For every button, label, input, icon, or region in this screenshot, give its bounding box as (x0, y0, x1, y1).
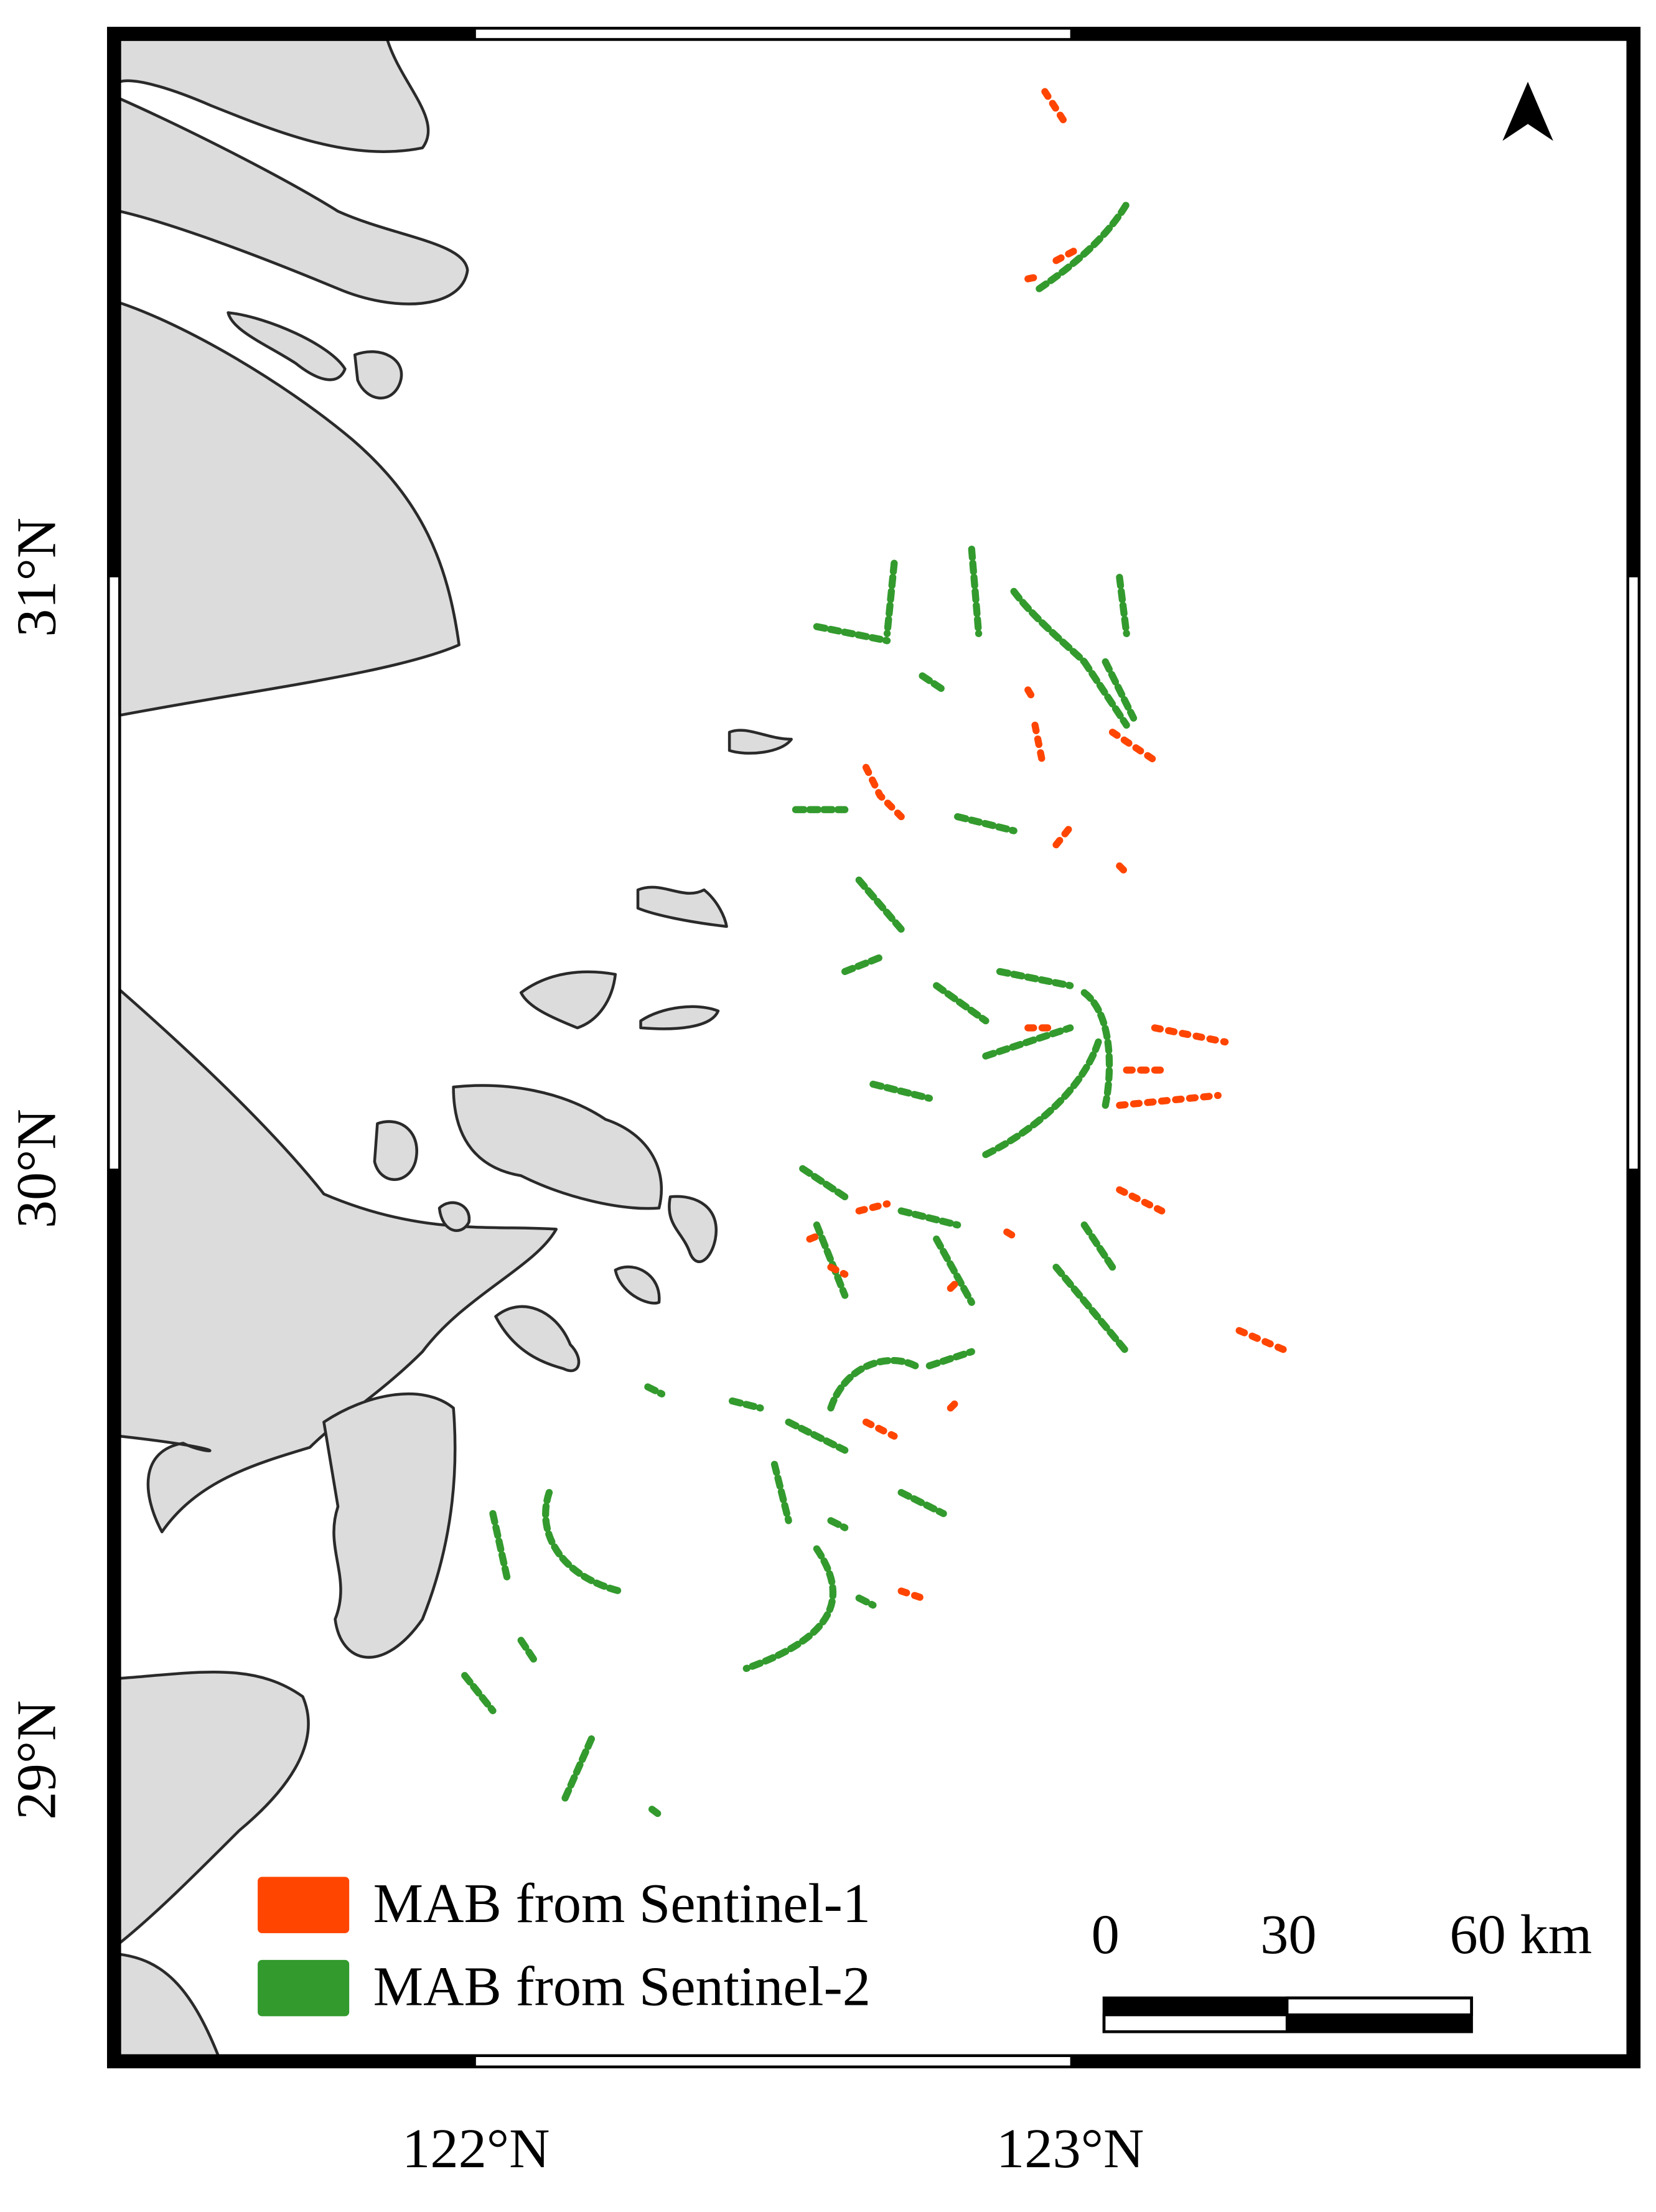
scale-label: 0 (1092, 1903, 1120, 1966)
latitude-label: 31°N (5, 518, 68, 637)
sentinel-1-patches (806, 88, 1293, 1602)
latitude-label: 29°N (5, 1701, 68, 1820)
legend-swatch (258, 1959, 350, 2017)
legend: MAB from Sentinel-1 MAB from Sentinel-2 (258, 1872, 871, 2018)
legend-label: MAB from Sentinel-2 (373, 1955, 871, 2018)
longitude-label: 123°N (996, 2117, 1144, 2180)
latitude-label: 30°N (5, 1109, 68, 1228)
legend-label: MAB from Sentinel-1 (373, 1872, 871, 1934)
land (118, 38, 793, 2057)
frame (106, 27, 1641, 2069)
sentinel-2-patches (461, 200, 1138, 1818)
longitude-label: 122°N (402, 2117, 550, 2180)
legend-swatch (258, 1877, 350, 1933)
north-arrow (1502, 82, 1553, 141)
scale-label: 30 (1260, 1903, 1317, 1966)
scale-label: 60 km (1449, 1903, 1592, 1966)
scale-bar: 0 30 60 km (1092, 1903, 1592, 2033)
